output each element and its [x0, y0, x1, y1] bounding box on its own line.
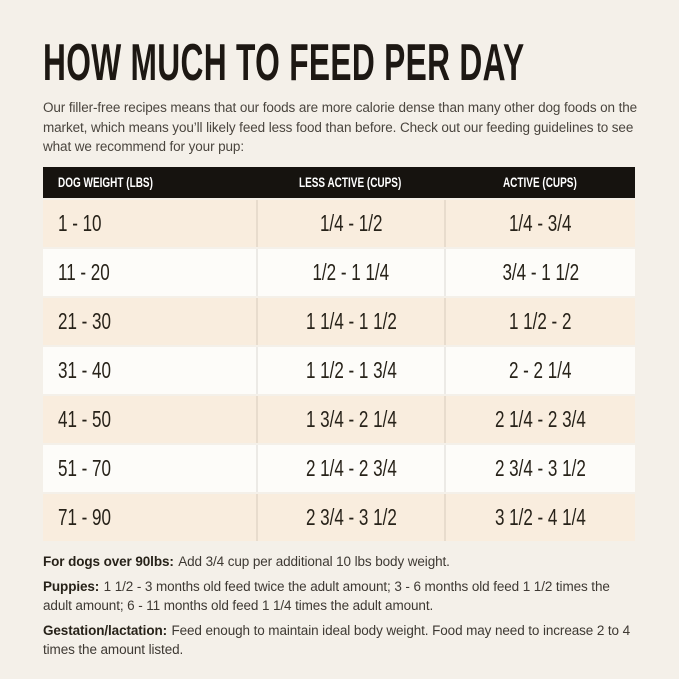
table-row: 21 - 30 1 1/4 - 1 1/2 1 1/2 - 2 [43, 297, 635, 345]
table-row: 1 - 10 1/4 - 1/2 1/4 - 3/4 [43, 199, 635, 247]
cell-less-active: 1/4 - 1/2 [256, 199, 444, 247]
cell-dog-weight: 11 - 20 [43, 248, 257, 296]
cell-dog-weight: 51 - 70 [43, 444, 257, 492]
cell-dog-weight: 1 - 10 [43, 199, 257, 247]
cell-less-active: 2 1/4 - 2 3/4 [256, 444, 444, 492]
table-row: 11 - 20 1/2 - 1 1/4 3/4 - 1 1/2 [43, 248, 635, 296]
cell-less-active: 1 3/4 - 2 1/4 [256, 395, 444, 443]
table-row: 31 - 40 1 1/2 - 1 3/4 2 - 2 1/4 [43, 346, 635, 394]
intro-text: Our filler-free recipes means that our f… [43, 100, 638, 154]
note-gestation-lactation: Gestation/lactation: Feed enough to maint… [43, 622, 631, 657]
cell-active: 3 1/2 - 4 1/4 [443, 493, 635, 541]
column-header-dog-weight: DOG WEIGHT (LBS) [43, 166, 257, 198]
cell-less-active: 1 1/4 - 1 1/2 [256, 297, 444, 345]
cell-less-active: 2 3/4 - 3 1/2 [256, 493, 444, 541]
note-dogs-over-90lbs: For dogs over 90lbs: Add 3/4 cup per addi… [43, 553, 450, 569]
cell-less-active: 1 1/2 - 1 3/4 [256, 346, 444, 394]
cell-active: 3/4 - 1 1/2 [443, 248, 635, 296]
cell-dog-weight: 31 - 40 [43, 346, 257, 394]
column-header-less-active: LESS ACTIVE (CUPS) [256, 166, 444, 198]
table-row: 51 - 70 2 1/4 - 2 3/4 2 3/4 - 3 1/2 [43, 444, 635, 492]
footnotes: For dogs over 90lbs: Add 3/4 cup per addi… [43, 552, 637, 659]
note-puppies: Puppies: 1 1/2 - 3 months old feed twice … [43, 578, 610, 613]
cell-active: 2 3/4 - 3 1/2 [443, 444, 635, 492]
table-row: 71 - 90 2 3/4 - 3 1/2 3 1/2 - 4 1/4 [43, 493, 635, 541]
page-title: HOW MUCH TO FEED PER DAY [43, 34, 525, 92]
column-header-active: ACTIVE (CUPS) [443, 166, 635, 198]
cell-active: 1/4 - 3/4 [443, 199, 635, 247]
cell-active: 1 1/2 - 2 [443, 297, 635, 345]
cell-dog-weight: 41 - 50 [43, 395, 257, 443]
feeding-table: DOG WEIGHT (LBS) LESS ACTIVE (CUPS) ACTI… [43, 165, 635, 543]
cell-dog-weight: 21 - 30 [43, 297, 257, 345]
table-row: 41 - 50 1 3/4 - 2 1/4 2 1/4 - 2 3/4 [43, 395, 635, 443]
cell-dog-weight: 71 - 90 [43, 493, 257, 541]
cell-active: 2 1/4 - 2 3/4 [443, 395, 635, 443]
cell-less-active: 1/2 - 1 1/4 [256, 248, 444, 296]
cell-active: 2 - 2 1/4 [443, 346, 635, 394]
feeding-guide-infographic: HOW MUCH TO FEED PER DAY Our filler-free… [43, 34, 638, 659]
table-header: DOG WEIGHT (LBS) LESS ACTIVE (CUPS) ACTI… [43, 166, 635, 198]
